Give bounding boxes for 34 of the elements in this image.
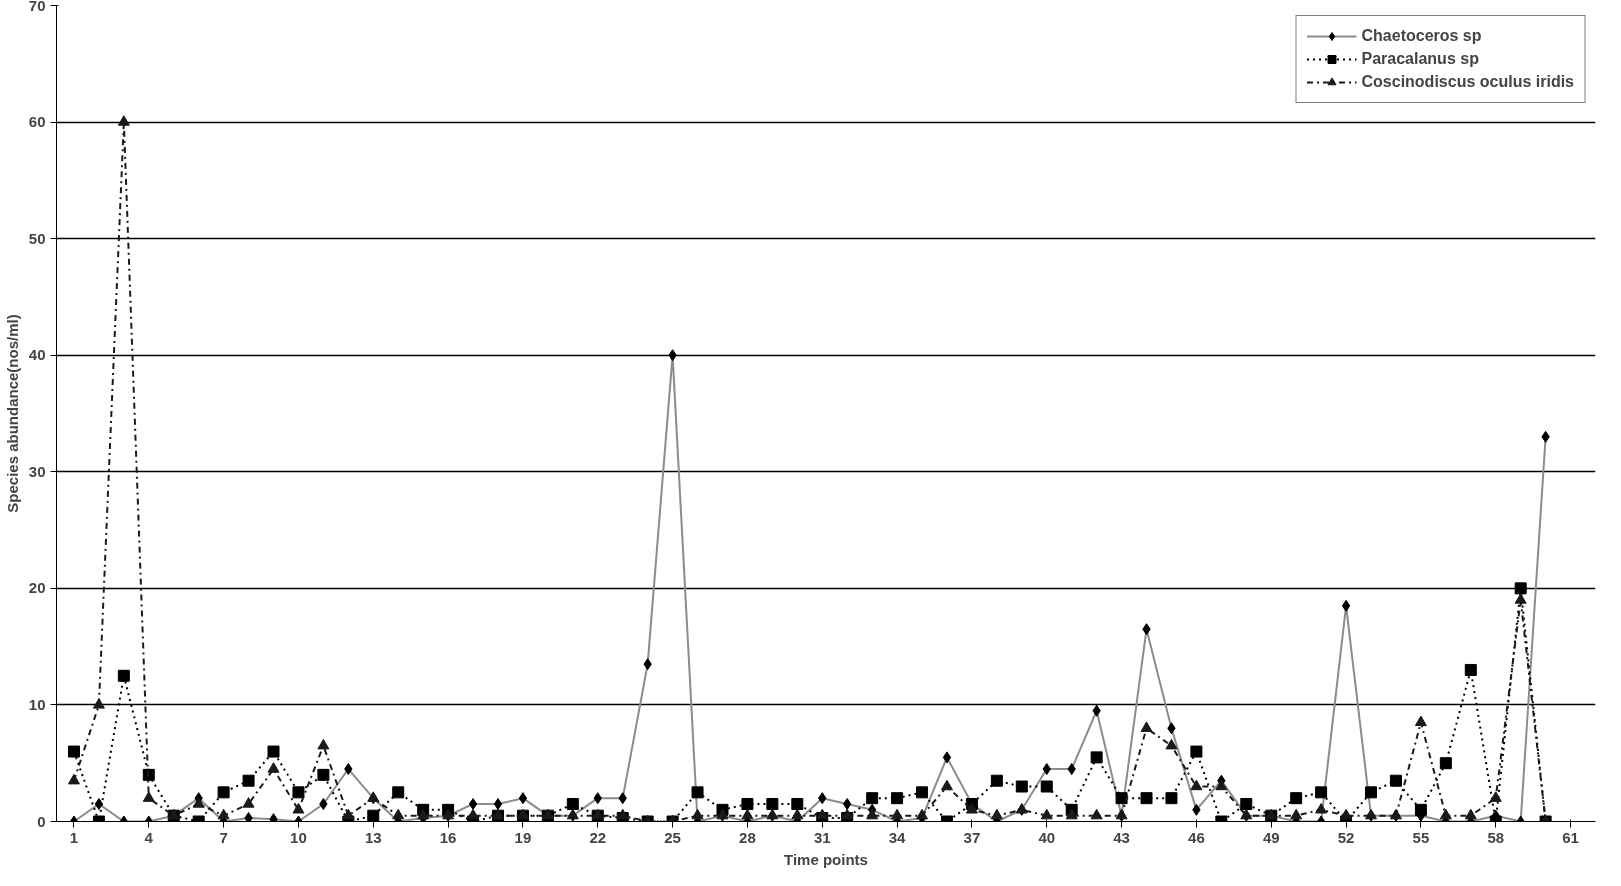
x-tick-label: 1 bbox=[69, 828, 79, 846]
y-tick-label: 40 bbox=[28, 346, 46, 364]
x-tick-label: 49 bbox=[1262, 828, 1280, 846]
legend-label: Chaetoceros sp bbox=[1361, 27, 1482, 45]
x-tick-label: 40 bbox=[1038, 828, 1056, 846]
x-tick-label: 7 bbox=[219, 828, 228, 846]
x-tick-label: 61 bbox=[1562, 828, 1579, 846]
y-tick-label: 70 bbox=[28, 0, 46, 14]
x-tick-label: 10 bbox=[290, 828, 307, 846]
y-tick-label: 10 bbox=[28, 695, 46, 713]
x-tick-label: 58 bbox=[1487, 828, 1505, 846]
x-tick-label: 55 bbox=[1412, 828, 1430, 846]
y-tick-label: 30 bbox=[28, 462, 46, 480]
legend-label: Coscinodiscus oculus iridis bbox=[1361, 73, 1574, 91]
x-tick-label: 16 bbox=[439, 828, 457, 846]
legend-label: Paracalanus sp bbox=[1361, 50, 1479, 68]
x-tick-label: 52 bbox=[1337, 828, 1355, 846]
x-tick-label: 34 bbox=[888, 828, 907, 846]
x-tick-label: 28 bbox=[739, 828, 756, 846]
y-tick-label: 20 bbox=[28, 579, 46, 597]
y-axis-title: Species abundance(nos/ml) bbox=[3, 314, 21, 513]
x-tick-label: 37 bbox=[963, 828, 981, 846]
y-tick-label: 60 bbox=[28, 113, 46, 131]
x-tick-label: 43 bbox=[1113, 828, 1130, 846]
x-tick-label: 46 bbox=[1188, 828, 1205, 846]
x-tick-label: 31 bbox=[813, 828, 831, 846]
x-tick-label: 4 bbox=[144, 828, 154, 846]
x-axis-title: Time points bbox=[784, 850, 868, 868]
y-tick-label: 50 bbox=[28, 229, 46, 247]
x-tick-label: 19 bbox=[514, 828, 532, 846]
x-tick-label: 22 bbox=[589, 828, 607, 846]
x-tick-label: 25 bbox=[664, 828, 681, 846]
x-tick-label: 13 bbox=[364, 828, 382, 846]
y-tick-label: 0 bbox=[37, 812, 46, 830]
